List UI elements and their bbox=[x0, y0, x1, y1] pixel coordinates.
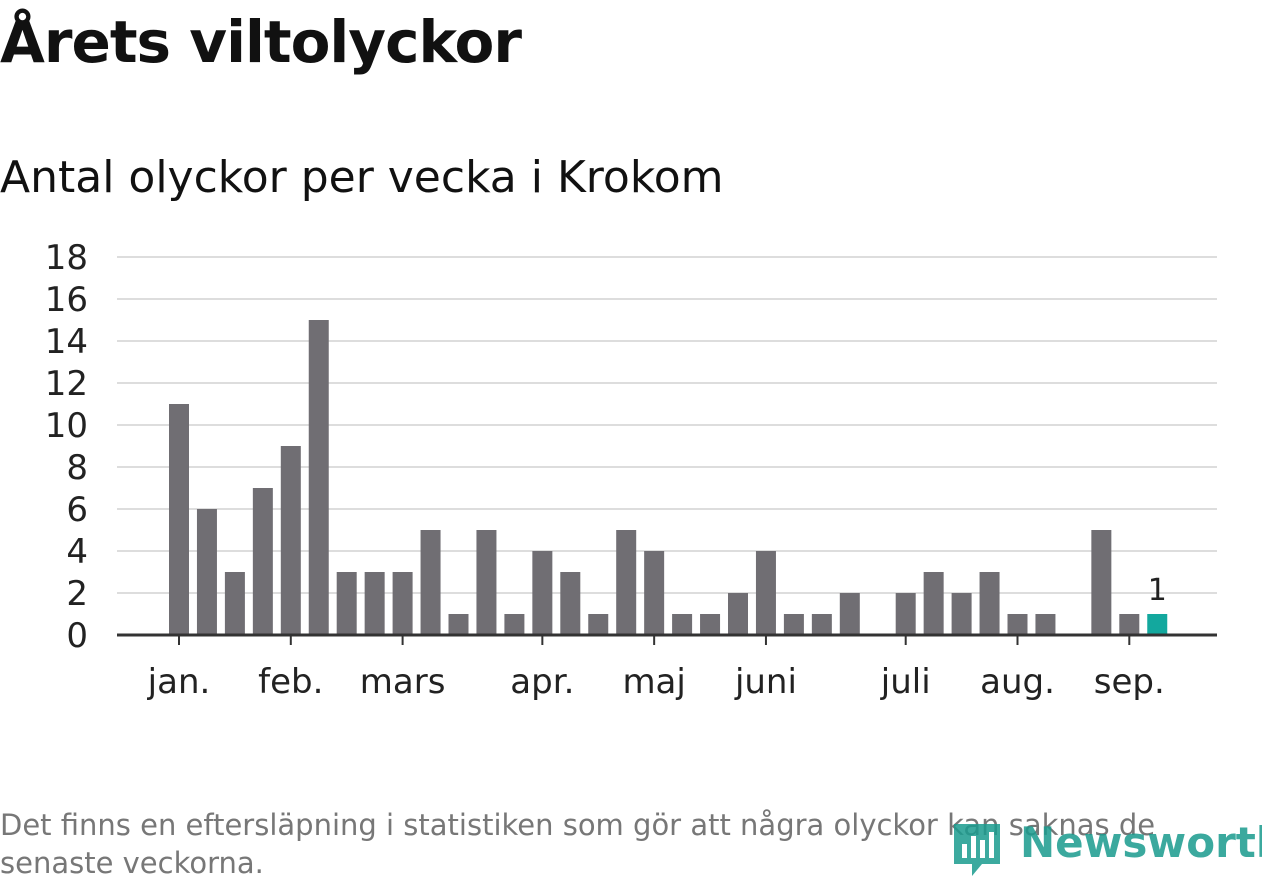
bar bbox=[1035, 614, 1056, 635]
bar bbox=[728, 593, 748, 635]
bar bbox=[588, 614, 609, 635]
y-tick-label: 16 bbox=[45, 280, 88, 320]
bar bbox=[951, 593, 972, 635]
y-tick-label: 0 bbox=[66, 616, 88, 656]
bar bbox=[811, 614, 832, 635]
y-tick-label: 18 bbox=[45, 238, 88, 278]
newsworthy-logo: Newsworthy bbox=[950, 818, 1262, 876]
bar bbox=[1119, 614, 1140, 635]
bar bbox=[196, 509, 217, 635]
bar bbox=[839, 593, 860, 635]
bar bbox=[504, 614, 525, 635]
bar bbox=[560, 572, 581, 635]
bar bbox=[224, 572, 245, 635]
bar bbox=[755, 551, 776, 635]
bar bbox=[979, 572, 1000, 635]
bar bbox=[895, 593, 916, 635]
data-label: 1 bbox=[1148, 573, 1167, 608]
bar bbox=[532, 551, 553, 635]
bar bbox=[392, 572, 413, 635]
bar bbox=[476, 530, 497, 635]
x-tick-label: mars bbox=[360, 662, 446, 702]
newsworthy-logo-icon bbox=[954, 824, 1000, 876]
y-tick-label: 12 bbox=[45, 364, 88, 404]
bar-highlight bbox=[1147, 614, 1168, 635]
bar bbox=[420, 530, 441, 635]
bar bbox=[336, 572, 357, 635]
y-tick-label: 6 bbox=[66, 490, 88, 530]
bar bbox=[1091, 530, 1112, 635]
y-tick-label: 4 bbox=[66, 532, 88, 572]
newsworthy-logo-text: Newsworthy bbox=[1020, 818, 1262, 867]
x-tick-label: maj bbox=[622, 662, 685, 702]
bar bbox=[616, 530, 637, 635]
y-tick-label: 10 bbox=[45, 406, 88, 446]
x-tick-label: juni bbox=[734, 662, 797, 702]
x-tick-label: apr. bbox=[510, 662, 574, 702]
x-tick-label: aug. bbox=[980, 662, 1055, 702]
bar bbox=[644, 551, 665, 635]
y-tick-label: 2 bbox=[66, 574, 88, 614]
bar bbox=[364, 572, 385, 635]
bar bbox=[783, 614, 804, 635]
bar bbox=[252, 488, 273, 635]
x-tick-label: jan. bbox=[147, 662, 211, 702]
bar bbox=[308, 320, 329, 635]
bar bbox=[672, 614, 693, 635]
bar bbox=[700, 614, 721, 635]
y-tick-label: 14 bbox=[45, 322, 88, 362]
chart-title: Årets viltolyckor bbox=[0, 8, 522, 76]
chart-subtitle: Antal olyckor per vecka i Krokom bbox=[0, 152, 724, 203]
y-tick-label: 8 bbox=[66, 448, 88, 488]
x-tick-label: juli bbox=[880, 662, 931, 702]
x-tick-label: feb. bbox=[258, 662, 323, 702]
bar bbox=[923, 572, 944, 635]
bar bbox=[280, 446, 301, 635]
bar bbox=[169, 404, 189, 635]
bar bbox=[1007, 614, 1028, 635]
bar bbox=[448, 614, 469, 635]
x-tick-label: sep. bbox=[1094, 662, 1165, 702]
